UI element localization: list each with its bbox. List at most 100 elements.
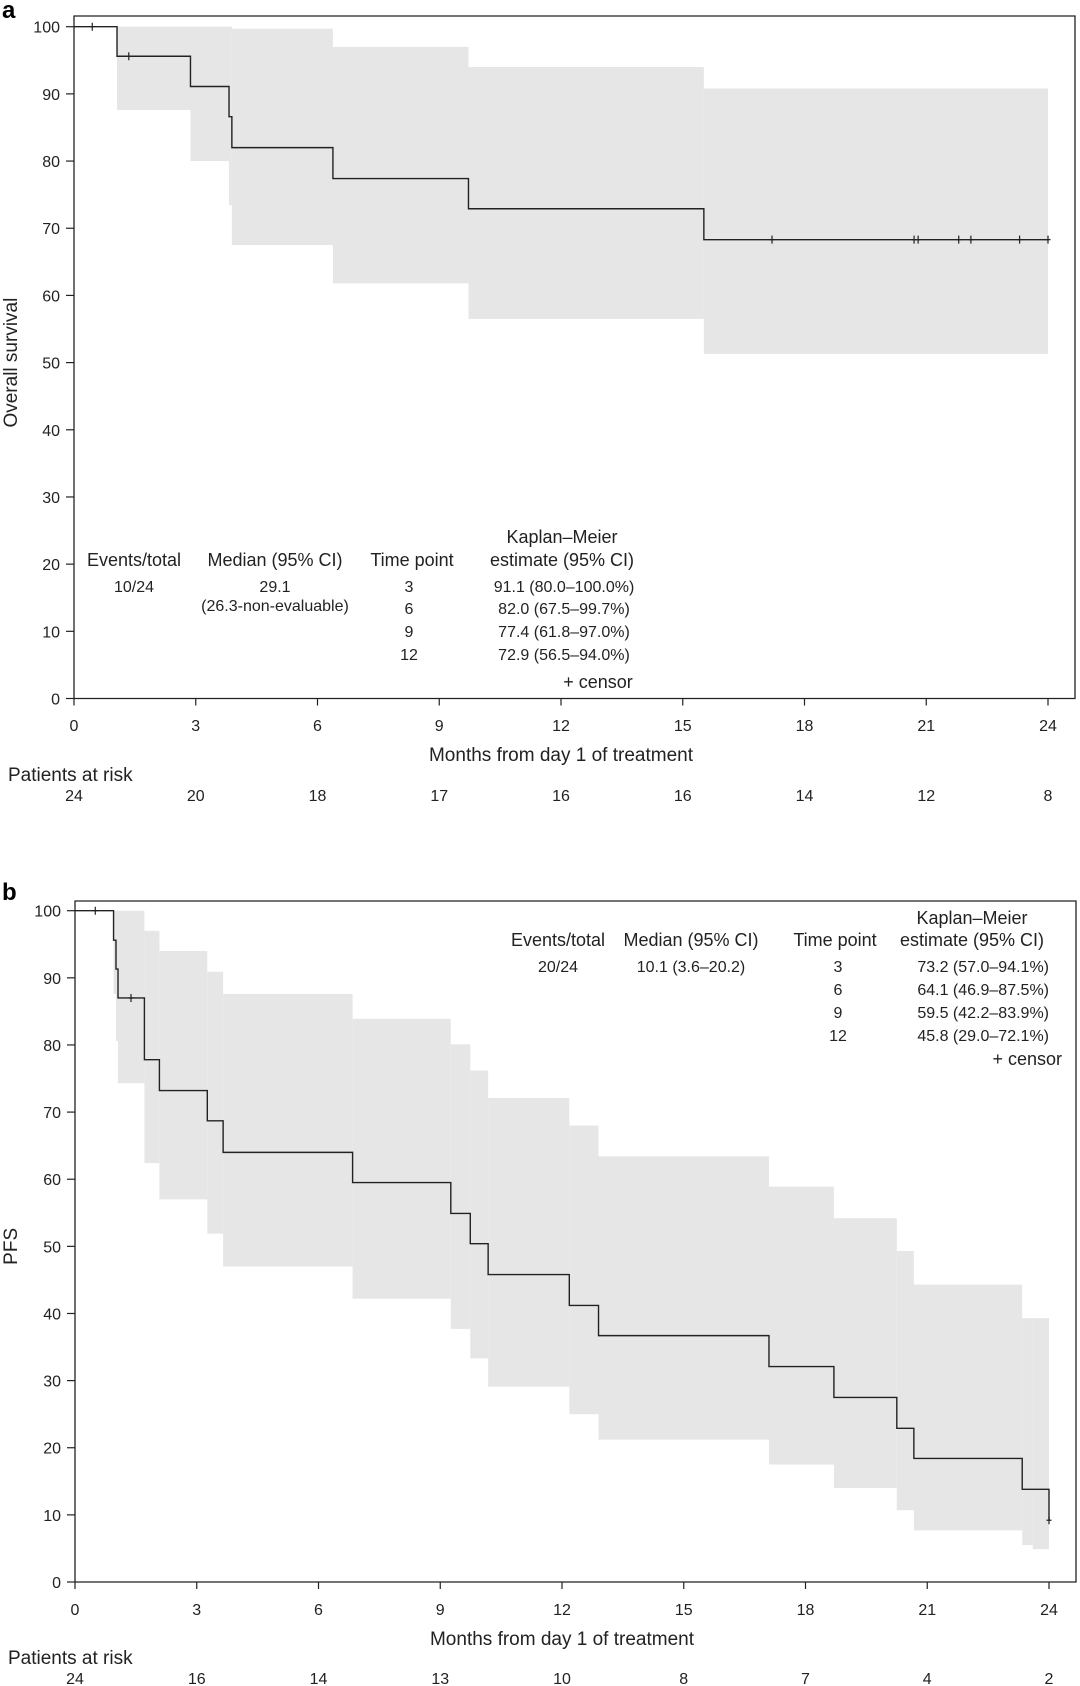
x-tick-label: 0	[70, 718, 79, 735]
table-timepoint: 3	[405, 579, 414, 596]
at-risk-value: 7	[801, 1671, 810, 1686]
censor-mark	[92, 906, 98, 915]
at-risk-value: 2	[1045, 1671, 1054, 1686]
ci-band-segment	[703, 88, 1048, 354]
x-tick-label: 15	[674, 718, 692, 735]
table-timepoint: 12	[400, 647, 418, 664]
ci-band-segment	[913, 1284, 1023, 1531]
at-risk-value: 10	[553, 1671, 571, 1686]
x-tick-label: 9	[435, 718, 444, 735]
at-risk-value: 17	[430, 788, 448, 805]
table-header-events: Events/total	[87, 550, 181, 570]
censor-mark	[1046, 1516, 1052, 1525]
table-header-median: Median (95% CI)	[207, 550, 342, 570]
ci-band-segment	[207, 971, 224, 1234]
censor-mark	[915, 235, 921, 244]
y-tick-label: 0	[51, 692, 60, 709]
table-header-median: Median (95% CI)	[623, 930, 758, 950]
censor-mark	[1045, 235, 1051, 244]
censor-mark	[956, 235, 962, 244]
table-timepoint: 6	[834, 982, 843, 999]
x-tick-label: 12	[552, 718, 570, 735]
ci-band-segment	[159, 950, 208, 1200]
y-tick-label: 30	[42, 490, 60, 507]
x-tick-label: 12	[553, 1602, 571, 1619]
x-axis-label: Months from day 1 of treatment	[430, 1629, 695, 1650]
censor-mark	[89, 22, 95, 31]
table-header-km-estimate: estimate (95% CI)	[490, 550, 634, 570]
y-tick-label: 20	[42, 557, 60, 574]
at-risk-value: 16	[674, 788, 692, 805]
table-timepoint: 9	[405, 624, 414, 641]
at-risk-value: 18	[309, 788, 327, 805]
y-tick-label: 60	[42, 288, 60, 305]
table-header-timepoint: Time point	[370, 550, 453, 570]
y-tick-label: 10	[42, 624, 60, 641]
table-km-estimate: 45.8 (29.0–72.1%)	[917, 1028, 1049, 1045]
y-tick-label: 10	[43, 1508, 61, 1525]
y-tick-label: 30	[43, 1374, 61, 1391]
ci-band-segment	[144, 930, 160, 1164]
table-km-estimate: 59.5 (42.2–83.9%)	[917, 1005, 1049, 1022]
table-median-value: 10.1 (3.6–20.2)	[637, 959, 746, 976]
panel-label: b	[2, 879, 17, 906]
y-tick-label: 40	[42, 423, 60, 440]
y-tick-label: 70	[43, 1105, 61, 1122]
ci-band-segment	[332, 46, 469, 284]
censor-mark	[1017, 235, 1023, 244]
ci-band-segment	[113, 910, 116, 994]
ci-band-segment	[833, 1218, 897, 1489]
at-risk-value: 24	[65, 788, 83, 805]
y-tick-label: 100	[34, 904, 61, 921]
x-tick-label: 18	[797, 1602, 815, 1619]
y-tick-label: 70	[42, 221, 60, 238]
at-risk-label: Patients at risk	[8, 765, 133, 786]
x-tick-label: 18	[796, 718, 814, 735]
ci-band-segment	[896, 1251, 914, 1511]
at-risk-value: 16	[552, 788, 570, 805]
x-tick-label: 21	[917, 718, 935, 735]
survival-curve	[75, 910, 1050, 1521]
ci-band-segment	[569, 1125, 599, 1415]
table-km-estimate: 91.1 (80.0–100.0%)	[494, 579, 635, 596]
table-km-estimate: 82.0 (67.5–99.7%)	[498, 601, 630, 618]
censor-mark	[769, 235, 775, 244]
censor-legend: + censor	[563, 672, 633, 692]
x-tick-label: 0	[71, 1602, 80, 1619]
y-axis-label: PFS	[1, 1228, 22, 1265]
ci-band-segment	[768, 1186, 834, 1465]
plot-frame	[73, 15, 1076, 700]
table-km-estimate: 73.2 (57.0–94.1%)	[917, 959, 1049, 976]
y-tick-label: 20	[43, 1441, 61, 1458]
ci-band-segment	[470, 1070, 489, 1359]
panel-label: a	[2, 0, 16, 24]
y-tick-label: 80	[43, 1038, 61, 1055]
censor-mark	[968, 235, 974, 244]
x-tick-label: 6	[313, 718, 322, 735]
x-tick-label: 6	[314, 1602, 323, 1619]
table-events-value: 20/24	[538, 959, 578, 976]
survival-curve	[74, 26, 1048, 241]
y-tick-label: 90	[43, 971, 61, 988]
x-axis-label: Months from day 1 of treatment	[429, 745, 694, 766]
at-risk-value: 20	[187, 788, 205, 805]
table-header-timepoint: Time point	[793, 930, 876, 950]
table-header-km: Kaplan–Meier	[506, 527, 617, 547]
ci-band-segment	[488, 1097, 570, 1387]
ci-band-segment	[450, 1044, 471, 1329]
at-risk-value: 8	[679, 1671, 688, 1686]
at-risk-value: 8	[1044, 788, 1053, 805]
x-tick-label: 3	[191, 718, 200, 735]
ci-band-segment	[1022, 1318, 1033, 1546]
table-timepoint: 3	[834, 959, 843, 976]
x-tick-label: 15	[675, 1602, 693, 1619]
x-tick-label: 9	[436, 1602, 445, 1619]
censor-mark	[126, 52, 132, 61]
x-tick-label: 24	[1040, 1602, 1058, 1619]
at-risk-value: 13	[431, 1671, 449, 1686]
censor-mark	[128, 993, 134, 1002]
at-risk-value: 24	[66, 1671, 84, 1686]
x-tick-label: 24	[1039, 718, 1057, 735]
table-header-km: Kaplan–Meier	[916, 908, 1027, 928]
plot-frame	[74, 900, 1077, 1583]
